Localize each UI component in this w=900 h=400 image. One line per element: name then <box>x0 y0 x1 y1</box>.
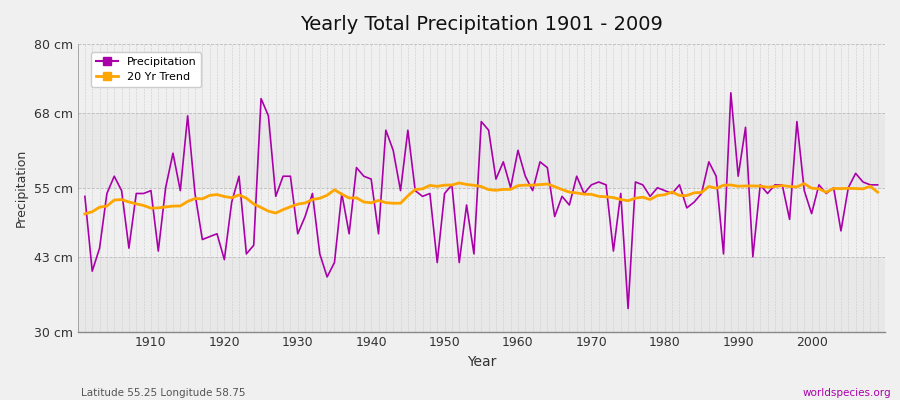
Bar <box>77 113 885 188</box>
X-axis label: Year: Year <box>466 355 496 369</box>
20 Yr Trend <box>300 200 310 205</box>
Bar <box>77 188 885 257</box>
Bar <box>77 257 885 332</box>
20 Yr Trend <box>513 183 524 188</box>
20 Yr Trend <box>608 195 619 200</box>
20 Yr Trend <box>79 212 90 216</box>
Text: worldspecies.org: worldspecies.org <box>803 388 891 398</box>
20 Yr Trend <box>139 203 149 208</box>
Text: Latitude 55.25 Longitude 58.75: Latitude 55.25 Longitude 58.75 <box>81 388 246 398</box>
20 Yr Trend <box>520 183 531 188</box>
Precipitation <box>79 194 90 199</box>
Line: Precipitation: Precipitation <box>85 93 878 308</box>
Legend: Precipitation, 20 Yr Trend: Precipitation, 20 Yr Trend <box>91 52 201 87</box>
20 Yr Trend <box>872 190 883 194</box>
Precipitation <box>344 231 355 236</box>
20 Yr Trend <box>454 180 464 185</box>
Line: 20 Yr Trend: 20 Yr Trend <box>85 183 878 214</box>
Precipitation <box>513 148 524 153</box>
20 Yr Trend <box>344 196 355 200</box>
Precipitation <box>725 90 736 95</box>
Precipitation <box>505 185 516 190</box>
Precipitation <box>872 182 883 187</box>
Bar <box>77 44 885 113</box>
Precipitation <box>139 191 149 196</box>
Precipitation <box>623 306 634 311</box>
Precipitation <box>600 182 611 187</box>
Title: Yearly Total Precipitation 1901 - 2009: Yearly Total Precipitation 1901 - 2009 <box>300 15 662 34</box>
Y-axis label: Precipitation: Precipitation <box>15 149 28 227</box>
Precipitation <box>300 214 310 219</box>
